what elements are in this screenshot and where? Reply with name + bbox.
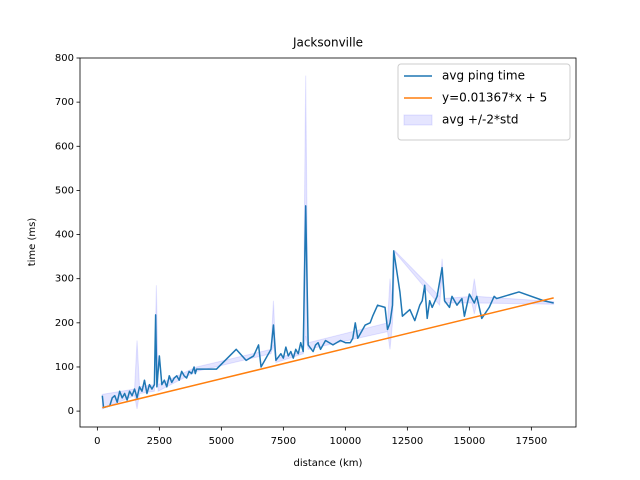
x-tick-label: 7500 (271, 436, 296, 447)
x-tick-label: 5000 (209, 436, 234, 447)
y-tick-label: 200 (55, 318, 74, 329)
legend-label: avg ping time (442, 69, 525, 83)
x-tick-label: 15000 (453, 436, 485, 447)
y-tick-label: 600 (55, 141, 74, 152)
y-tick-label: 800 (55, 53, 74, 64)
legend-box (397, 63, 571, 141)
x-tick-label: 17500 (515, 436, 547, 447)
x-axis-label: distance (km) (294, 458, 363, 469)
chart-title: Jacksonville (292, 36, 363, 50)
y-tick-label: 0 (68, 406, 74, 417)
x-tick-label: 10000 (329, 436, 361, 447)
series-line (102, 297, 554, 409)
legend-label: avg +/-2*std (442, 113, 519, 127)
y-axis-label: time (ms) (27, 218, 38, 267)
y-tick-label: 300 (55, 274, 74, 285)
axes-frame (79, 57, 577, 428)
legend-label: y=0.01367*x + 5 (442, 91, 547, 105)
y-tick-label: 400 (55, 230, 74, 241)
x-tick-label: 2500 (147, 436, 172, 447)
y-tick-label: 700 (55, 97, 74, 108)
legend-swatch (403, 114, 433, 126)
x-tick-label: 0 (94, 436, 100, 447)
y-tick-label: 100 (55, 362, 74, 373)
x-tick-label: 12500 (391, 436, 423, 447)
series-line (101, 205, 554, 409)
y-tick-label: 500 (55, 185, 74, 196)
